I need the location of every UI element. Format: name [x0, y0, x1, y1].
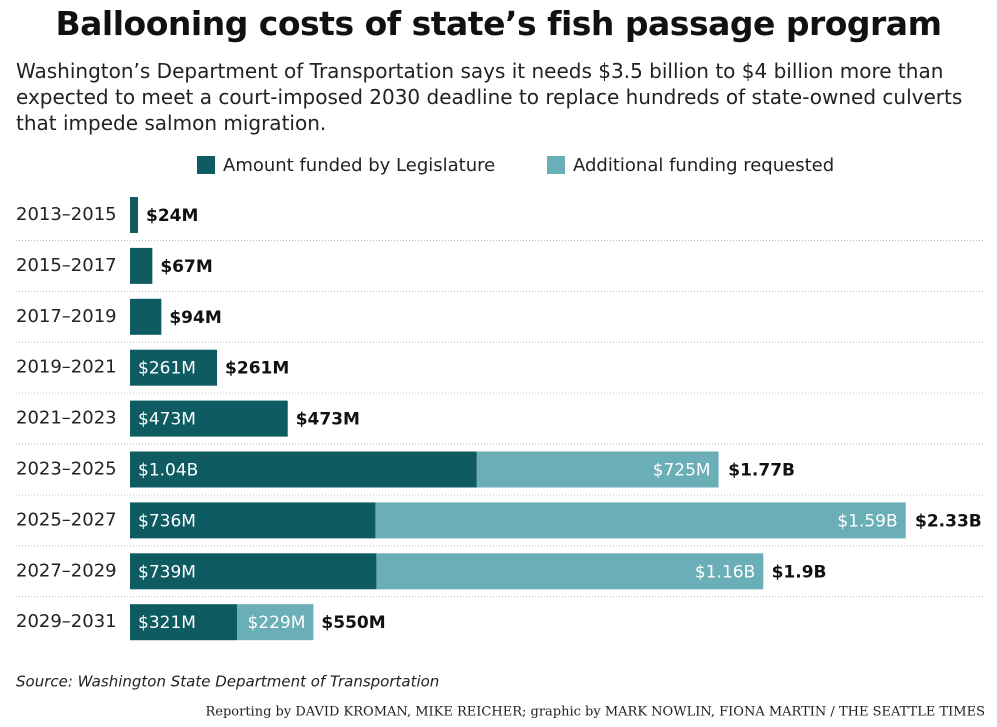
y-tick-label: 2015–2017 [16, 255, 117, 276]
bar-segment [130, 247, 153, 284]
y-tick-label: 2027–2029 [16, 560, 117, 581]
legend-label: Amount funded by Legislature [223, 155, 495, 176]
bar-value-label: $736M [138, 511, 196, 531]
total-label: $550M [321, 613, 385, 633]
bar-segment [476, 451, 719, 488]
credit-line: Reporting by DAVID KROMAN, MIKE REICHER;… [205, 705, 985, 720]
total-label: $261M [225, 359, 289, 379]
bar-segment [130, 298, 162, 335]
bar-segment [130, 553, 377, 590]
legend-label: Additional funding requested [573, 155, 834, 176]
legend-swatch [197, 156, 215, 174]
y-tick-label: 2029–2031 [16, 611, 117, 632]
y-tick-label: 2025–2027 [16, 509, 117, 530]
legend-swatch [547, 156, 565, 174]
chart-title: Ballooning costs of state’s fish passage… [55, 4, 942, 43]
total-label: $67M [160, 257, 212, 277]
bar-value-label: $725M [653, 461, 711, 481]
y-tick-label: 2021–2023 [16, 408, 117, 429]
bar-value-label: $321M [138, 613, 196, 633]
bar-value-label: $261M [138, 359, 196, 379]
total-label: $2.33B [915, 511, 982, 531]
total-label: $1.77B [728, 461, 795, 481]
y-tick-label: 2019–2021 [16, 357, 117, 378]
y-tick-label: 2017–2019 [16, 306, 117, 327]
bar-value-label: $229M [247, 613, 305, 633]
bar-value-label: $739M [138, 562, 196, 582]
total-label: $94M [169, 308, 221, 328]
bar-segment [376, 553, 764, 590]
bar-value-label: $473M [138, 410, 196, 430]
bar-segment [237, 604, 314, 641]
bar-segment [130, 451, 477, 488]
bar-value-label: $1.04B [138, 461, 198, 481]
bar-segment [375, 502, 906, 539]
total-label: $24M [146, 206, 198, 226]
bar-segment [130, 502, 376, 539]
bar-segment [130, 400, 288, 437]
bar-value-label: $1.16B [695, 562, 755, 582]
y-tick-label: 2023–2025 [16, 459, 117, 480]
source-note: Source: Washington State Department of T… [16, 673, 439, 691]
total-label: $1.9B [772, 562, 827, 582]
bar-segment [130, 197, 139, 233]
bar-value-label: $1.59B [837, 511, 897, 531]
total-label: $473M [296, 410, 360, 430]
chart-subtitle: Washington’s Department of Transportatio… [16, 59, 963, 135]
bar-segment [130, 604, 238, 641]
bar-segment [130, 349, 218, 386]
y-tick-label: 2013–2015 [16, 204, 117, 225]
